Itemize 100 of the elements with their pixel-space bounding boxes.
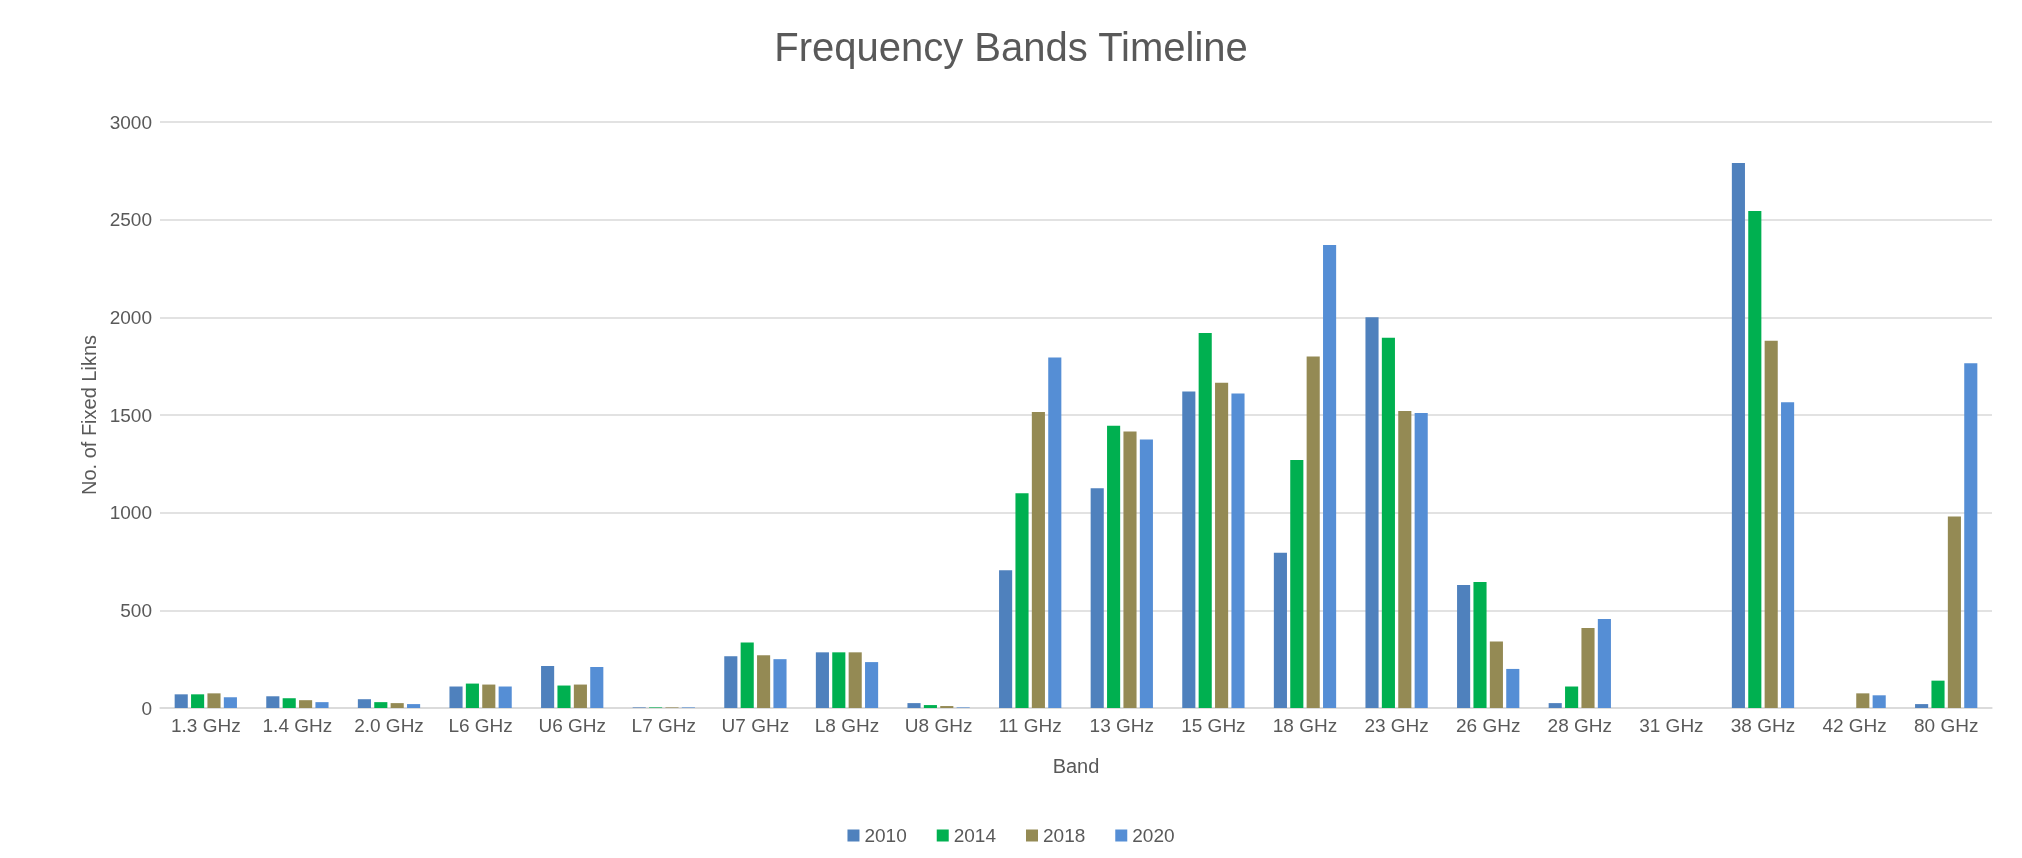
legend-label: 2014: [953, 825, 997, 846]
bar: [1139, 439, 1153, 708]
bar: [374, 702, 388, 708]
bar: [1048, 357, 1062, 708]
bar: [590, 666, 604, 708]
bar: [1597, 619, 1611, 708]
bar: [1964, 363, 1978, 708]
bar: [174, 694, 188, 708]
bar: [1198, 332, 1212, 708]
bar: [465, 683, 479, 708]
bar: [223, 697, 237, 708]
bar: [541, 666, 555, 708]
bar: [848, 652, 862, 708]
chart-title: Frequency Bands Timeline: [774, 25, 1248, 69]
bar: [1489, 641, 1503, 708]
y-tick-label: 1000: [109, 502, 152, 524]
bar: [773, 659, 787, 708]
y-tick-label: 0: [141, 697, 152, 719]
bar: [923, 705, 937, 708]
x-tick-label: 18 GHz: [1272, 715, 1338, 736]
x-tick-label: 26 GHz: [1455, 715, 1521, 736]
bar: [1107, 425, 1121, 708]
bar: [1414, 413, 1428, 708]
bar: [832, 652, 846, 708]
bar: [315, 702, 329, 708]
x-tick-label: 2.0 GHz: [354, 715, 424, 736]
x-tick-label: 23 GHz: [1364, 715, 1429, 736]
bar: [865, 662, 879, 708]
bar: [1764, 340, 1778, 708]
bar: [1365, 317, 1379, 708]
bar: [999, 570, 1013, 708]
x-tick-label: 13 GHz: [1089, 715, 1155, 736]
x-tick-label: L8 GHz: [814, 715, 880, 736]
bar: [740, 642, 754, 708]
bar: [757, 655, 771, 708]
bar: [557, 685, 571, 708]
bar: [207, 693, 221, 708]
x-tick-label: 38 GHz: [1730, 715, 1796, 736]
bar: [1182, 391, 1196, 708]
bar: [1731, 163, 1745, 708]
x-tick-label: 31 GHz: [1639, 715, 1704, 736]
bar: [1231, 393, 1245, 708]
bar: [1872, 695, 1886, 708]
y-axis-title: No. of Fixed Likns: [77, 334, 100, 496]
bar: [1090, 488, 1104, 708]
x-tick-label: 80 GHz: [1913, 715, 1979, 736]
x-tick-label: U6 GHz: [538, 715, 606, 736]
legend-label: 2020: [1132, 825, 1175, 846]
bar: [498, 686, 512, 708]
x-tick-label: 28 GHz: [1547, 715, 1613, 736]
bar: [815, 652, 829, 708]
x-tick-label: L6 GHz: [448, 715, 513, 736]
bar: [907, 703, 921, 708]
y-tick-label: 2000: [109, 306, 152, 328]
bar: [191, 694, 205, 708]
bar: [1273, 552, 1287, 708]
bar: [282, 698, 296, 708]
bar: [724, 656, 738, 708]
bar: [266, 696, 280, 708]
x-tick-label: L7 GHz: [631, 715, 697, 736]
bar: [1565, 686, 1579, 708]
x-tick-label: 15 GHz: [1181, 715, 1246, 736]
bar: [1381, 337, 1395, 708]
bar: [1506, 668, 1520, 708]
bar: [1781, 402, 1795, 708]
x-tick-label: 1.3 GHz: [170, 715, 241, 736]
y-tick-label: 3000: [109, 111, 152, 133]
bar: [1947, 516, 1961, 708]
bar: [390, 703, 404, 708]
legend-label: 2010: [864, 825, 907, 846]
y-tick-label: 1500: [109, 404, 152, 426]
bar: [357, 699, 371, 708]
x-axis-title: Band: [1052, 755, 1100, 777]
bar: [1473, 582, 1487, 708]
legend-label: 2018: [1043, 825, 1086, 846]
bar: [1031, 412, 1045, 708]
y-tick-label: 2500: [109, 209, 152, 231]
bar: [1398, 411, 1412, 708]
bar: [1581, 627, 1595, 708]
y-tick-label: 500: [120, 599, 152, 621]
bar: [1290, 459, 1304, 708]
x-tick-label: 1.4 GHz: [262, 715, 333, 736]
bar: [1748, 210, 1762, 708]
bar: [1215, 382, 1229, 708]
x-tick-label: U7 GHz: [721, 715, 790, 736]
bar: [1015, 493, 1029, 708]
bar: [299, 700, 313, 708]
bar: [1457, 584, 1471, 708]
bar: [407, 704, 421, 708]
bar: [482, 684, 496, 708]
bar: [1323, 245, 1337, 708]
bar: [1931, 680, 1945, 708]
bar: [449, 686, 463, 708]
x-tick-label: 11 GHz: [998, 715, 1062, 736]
bar: [1548, 703, 1562, 708]
bar: [573, 684, 587, 708]
bar: [1856, 693, 1870, 708]
x-tick-label: U8 GHz: [904, 715, 973, 736]
bar: [1123, 431, 1137, 708]
bar: [1915, 704, 1929, 708]
